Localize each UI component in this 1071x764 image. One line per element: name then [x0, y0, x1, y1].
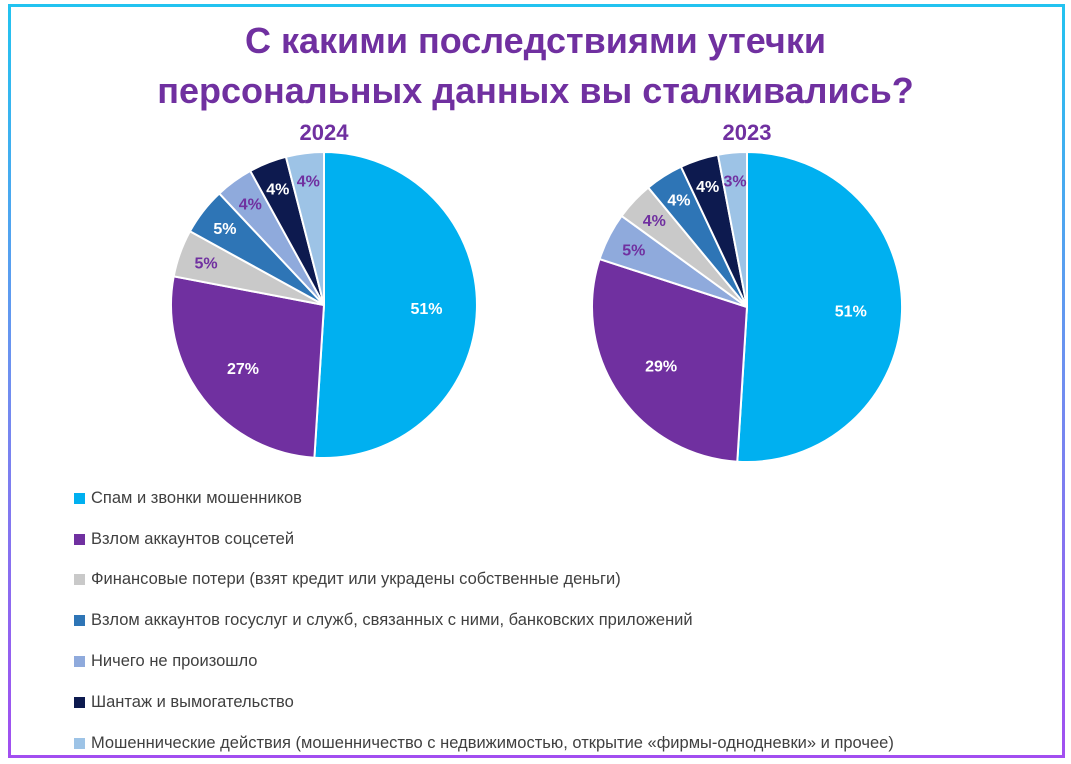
- legend-label: Финансовые потери (взят кредит или украд…: [91, 570, 621, 589]
- page-title: С какими последствиями утечки персональн…: [0, 16, 1071, 116]
- pie-title: 2024: [300, 120, 350, 145]
- legend-swatch: [74, 574, 85, 586]
- legend-swatch: [74, 492, 85, 504]
- legend-swatch: [74, 656, 85, 668]
- legend-label: Взлом аккаунтов госуслуг и служб, связан…: [91, 611, 693, 630]
- pie-data-label: 4%: [297, 174, 320, 191]
- pie-slice: [313, 150, 478, 459]
- pie-data-label: 5%: [622, 242, 645, 259]
- pie-data-label: 4%: [643, 213, 666, 230]
- pie-slice: [284, 150, 325, 306]
- pie-slice: [716, 150, 748, 308]
- pie-data-label: 4%: [667, 193, 690, 210]
- pie-slice: [736, 150, 903, 463]
- legend-item: Финансовые потери (взят кредит или украд…: [74, 560, 894, 601]
- pie-data-label: 29%: [645, 358, 677, 375]
- pie-data-label: 3%: [723, 174, 746, 191]
- legend-item: Взлом аккаунтов госуслуг и служб, связан…: [74, 600, 894, 641]
- pie-data-label: 4%: [266, 181, 289, 198]
- pie-data-label: 5%: [194, 256, 217, 273]
- legend-label: Ничего не произошло: [91, 652, 258, 671]
- pie-data-label: 4%: [696, 179, 719, 196]
- legend-label: Шантаж и вымогательство: [91, 692, 294, 711]
- pie-title: 2023: [723, 120, 772, 145]
- pie-data-label: 5%: [213, 221, 236, 238]
- page-frame: [8, 4, 1065, 758]
- legend-item: Мошеннические действия (мошенничество с …: [74, 723, 894, 764]
- legend-item: Шантаж и вымогательство: [74, 682, 894, 723]
- legend-label: Взлом аккаунтов соцсетей: [91, 529, 295, 548]
- title-line-2: персональных данных вы сталкивались?: [157, 70, 914, 111]
- legend-label: Мошеннические действия (мошенничество с …: [91, 733, 894, 752]
- legend-swatch: [74, 533, 85, 545]
- legend-swatch: [74, 696, 85, 708]
- pie-data-label: 27%: [227, 361, 259, 378]
- legend-swatch: [74, 737, 85, 749]
- pie-slice: [170, 275, 326, 459]
- pie-slice: [591, 257, 749, 463]
- legend-item: Взлом аккаунтов соцсетей: [74, 519, 894, 560]
- legend: Спам и звонки мошенников Взлом аккаунтов …: [74, 478, 894, 764]
- pie-data-label: 51%: [410, 301, 442, 318]
- pie-data-label: 4%: [239, 197, 262, 214]
- pie-data-label: 51%: [835, 303, 867, 320]
- title-line-1: С какими последствиями утечки: [245, 20, 826, 61]
- legend-item: Ничего не произошло: [74, 641, 894, 682]
- legend-item: Спам и звонки мошенников: [74, 478, 894, 519]
- legend-label: Спам и звонки мошенников: [91, 488, 302, 507]
- legend-swatch: [74, 615, 85, 627]
